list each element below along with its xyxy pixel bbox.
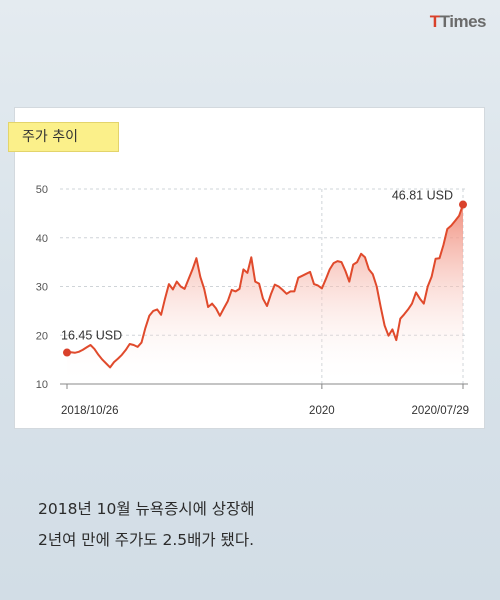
caption-line-2: 2년여 만에 주가도 2.5배가 됐다. <box>38 531 255 549</box>
end-price-label: 46.81 USD <box>392 189 453 203</box>
caption: 2018년 10월 뉴욕증시에 상장해 2년여 만에 주가도 2.5배가 됐다. <box>38 494 255 556</box>
y-tick-label: 30 <box>36 282 48 294</box>
chart-tag: 주가 추이 <box>8 122 119 152</box>
y-tick-label: 40 <box>36 233 48 245</box>
start-price-label: 16.45 USD <box>61 329 122 343</box>
start-point <box>63 348 71 357</box>
price-area-fill <box>67 204 463 384</box>
x-tick-label: 2018/10/26 <box>61 405 119 417</box>
y-tick-label: 10 <box>36 379 48 391</box>
x-tick-label: 2020/07/29 <box>411 405 469 417</box>
end-point <box>459 200 467 209</box>
ttimes-logo: TTimes <box>429 12 487 31</box>
price-line <box>66 204 464 369</box>
y-tick-label: 50 <box>36 184 48 196</box>
x-tick-label: 2020 <box>309 405 335 417</box>
caption-line-1: 2018년 10월 뉴욕증시에 상장해 <box>38 500 255 518</box>
y-tick-label: 20 <box>36 330 48 342</box>
